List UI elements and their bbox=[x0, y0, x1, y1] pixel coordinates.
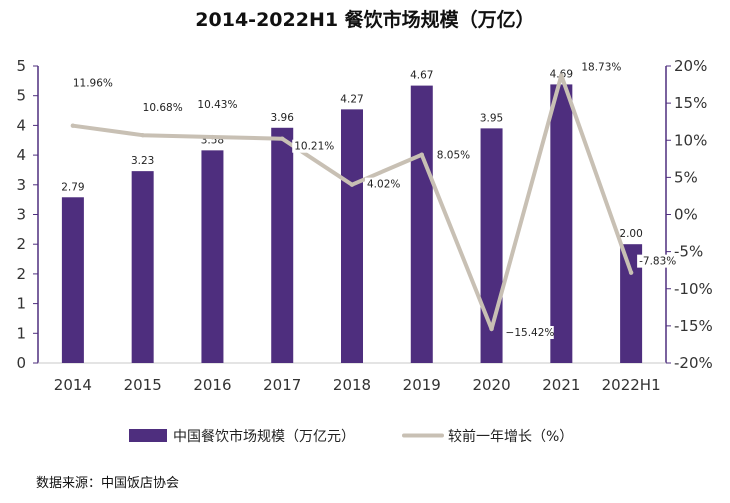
line-point bbox=[280, 136, 285, 141]
line-data-label-bg bbox=[637, 254, 681, 268]
line-data-label-bg bbox=[503, 325, 554, 339]
line-data-label: 18.73% bbox=[581, 61, 621, 73]
line-data-label: 10.21% bbox=[294, 141, 334, 153]
bar bbox=[131, 171, 154, 363]
line-data-label-bg bbox=[71, 76, 115, 90]
right-axis-tick-label: 5% bbox=[674, 168, 698, 186]
bar-data-label: 3.95 bbox=[480, 112, 503, 124]
bar bbox=[201, 150, 224, 363]
x-axis-tick-label: 2015 bbox=[124, 376, 162, 394]
right-axis-tick-label: 10% bbox=[674, 131, 707, 149]
line-data-label: 4.02% bbox=[367, 179, 400, 191]
x-axis-tick-label: 2018 bbox=[333, 376, 371, 394]
bar-data-label: 3.23 bbox=[131, 155, 154, 167]
legend-label-line: 较前一年增长（%） bbox=[448, 428, 573, 445]
left-axis-tick-label: 2 bbox=[16, 265, 26, 283]
left-axis-tick-label: 5 bbox=[16, 57, 26, 75]
chart-title: 2014-2022H1 餐饮市场规模（万亿） bbox=[195, 8, 534, 31]
bar bbox=[61, 197, 84, 363]
legend-swatch-bar bbox=[129, 429, 167, 442]
line-data-label: −15.42% bbox=[506, 327, 555, 339]
left-axis-tick-label: 1 bbox=[16, 324, 26, 342]
line-data-label-bg bbox=[195, 98, 240, 112]
left-axis-tick-label: 5 bbox=[16, 87, 26, 105]
left-axis-tick-label: 1 bbox=[16, 295, 26, 313]
left-axis-tick-label: 0 bbox=[16, 354, 26, 372]
line-data-label: 11.96% bbox=[73, 78, 113, 90]
bar bbox=[620, 244, 643, 363]
line-point bbox=[349, 182, 355, 187]
bar-data-label: 2.00 bbox=[619, 228, 642, 240]
x-axis-tick-label: 2019 bbox=[403, 376, 441, 394]
line-data-labels: 11.96% 10.68% 10.43% 10.21% 4.02% 8.05% −15.42… bbox=[71, 60, 681, 339]
x-axis-tick-label: 2014 bbox=[54, 376, 92, 394]
line-point bbox=[628, 270, 634, 275]
right-axis-tick-label: -10% bbox=[674, 280, 713, 298]
line-point bbox=[419, 152, 424, 157]
line-data-label: 10.68% bbox=[143, 102, 183, 114]
line-point bbox=[70, 123, 76, 128]
left-axis-tick-label: 2 bbox=[16, 235, 26, 253]
line-point bbox=[489, 326, 494, 332]
x-axis-tick-label: 2022H1 bbox=[602, 376, 661, 394]
bar bbox=[271, 127, 294, 363]
x-axis-tick-label: 2020 bbox=[472, 376, 510, 394]
left-axis-tick-label: 3 bbox=[16, 176, 26, 194]
bar-data-label: 4.27 bbox=[340, 93, 363, 105]
line-data-label: 8.05% bbox=[437, 150, 470, 162]
left-axis-tick-label: 4 bbox=[16, 146, 26, 164]
bar-data-labels: 2.793.233.583.964.274.673.954.692.00 bbox=[61, 68, 643, 240]
line-data-label-bg bbox=[365, 177, 402, 191]
line-point bbox=[210, 134, 215, 140]
legend: 中国餐饮市场规模（万亿元） 较前一年增长（%） bbox=[129, 428, 573, 445]
bar-data-label: 4.67 bbox=[410, 70, 433, 82]
line-point bbox=[140, 133, 145, 138]
bar-data-label: 2.79 bbox=[61, 181, 84, 193]
bar bbox=[410, 85, 433, 364]
left-axis-tick-label: 3 bbox=[16, 206, 26, 224]
bar-data-label: 3.96 bbox=[271, 112, 295, 124]
x-axis-tick-label: 2021 bbox=[542, 376, 580, 394]
right-axis-tick-label: -20% bbox=[674, 354, 713, 372]
line-data-label-bg bbox=[579, 60, 623, 74]
line-point bbox=[559, 73, 564, 78]
line-data-label: 10.43% bbox=[197, 99, 237, 111]
line-data-label: -7.83% bbox=[639, 256, 676, 268]
right-axis-tick-label: 0% bbox=[674, 206, 698, 224]
bar bbox=[550, 84, 573, 363]
legend-label-bar: 中国餐饮市场规模（万亿元） bbox=[173, 428, 355, 445]
source-note: 数据来源：中国饭店协会 bbox=[36, 476, 179, 491]
right-axis-tick-label: -5% bbox=[674, 243, 703, 261]
right-axis-tick-label: -15% bbox=[674, 317, 713, 335]
line-data-label-bg bbox=[292, 139, 336, 153]
line-data-label-bg bbox=[434, 148, 472, 162]
bar-series bbox=[61, 84, 643, 364]
x-axis-tick-label: 2016 bbox=[193, 376, 231, 394]
x-axis-tick-label: 2017 bbox=[263, 376, 301, 394]
axes: 0 1 1 2 2 3 3 4 4 5 5 -20% -15% -10% -5% 0% 5% 10% 15% 20% 2… bbox=[16, 57, 712, 394]
right-axis-tick-label: 15% bbox=[674, 94, 707, 112]
left-axis-tick-label: 4 bbox=[16, 116, 26, 134]
bar bbox=[341, 109, 363, 363]
right-axis-tick-label: 20% bbox=[674, 57, 707, 75]
line-data-label-bg bbox=[140, 101, 185, 115]
line-series bbox=[70, 73, 634, 332]
